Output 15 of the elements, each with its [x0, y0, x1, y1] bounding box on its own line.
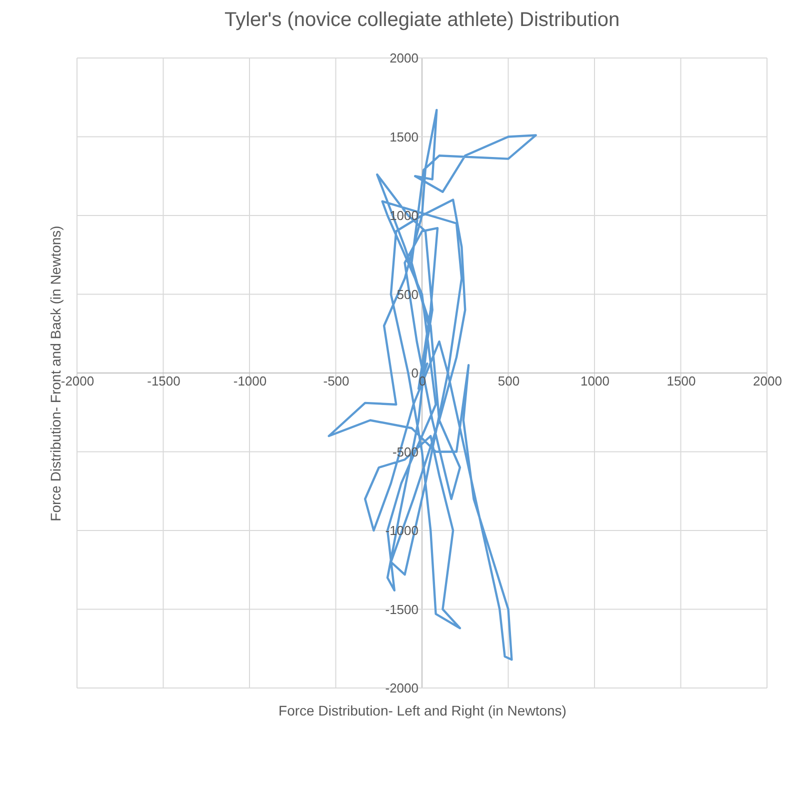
x-tick-label: 2000 [753, 374, 782, 388]
x-axis-title: Force Distribution- Left and Right (in Newtons) [278, 702, 566, 718]
chart-title: Tyler's (novice collegiate athlete) Distribution [224, 9, 620, 31]
x-tick-label: -1500 [147, 374, 180, 388]
y-tick-label: 1500 [390, 129, 418, 144]
x-tick-label: -1000 [233, 374, 267, 388]
x-tick-label: 500 [498, 374, 520, 388]
x-tick-label: -500 [323, 374, 350, 388]
x-tick-label: -2000 [60, 374, 94, 388]
y-tick-label: -2000 [385, 680, 418, 696]
y-axis-title: Force Distribution- Front and Back (in Newtons) [48, 226, 64, 522]
y-tick-label: -1500 [385, 602, 418, 617]
x-tick-label: 1500 [666, 374, 696, 388]
y-tick-label: 2000 [390, 50, 418, 66]
x-tick-label: 1000 [580, 374, 610, 388]
